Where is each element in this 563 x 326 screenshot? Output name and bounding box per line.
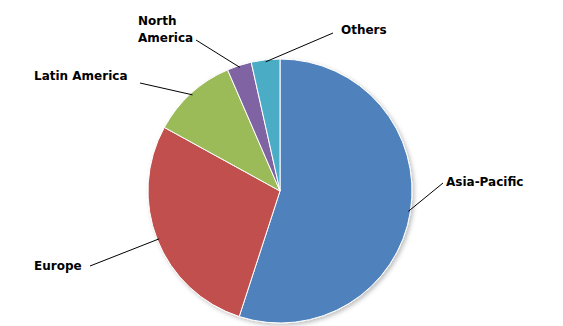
chart: Asia-Pacific Europe Latin America North Ame… — [0, 0, 563, 326]
leader-line — [196, 40, 240, 67]
slice-label: Latin America — [34, 69, 128, 83]
slice — [251, 59, 280, 191]
leader-line — [140, 83, 193, 95]
slice-label: North America — [138, 14, 193, 45]
labels: Asia-Pacific Europe Latin America North Ame… — [34, 14, 523, 273]
slice-label: Europe — [34, 259, 82, 273]
leader-line — [90, 239, 159, 266]
leader-line — [266, 33, 333, 62]
slice-label: Asia-Pacific — [446, 175, 523, 189]
pie — [148, 59, 412, 323]
leader-line — [408, 183, 443, 211]
slice-label: Others — [341, 23, 387, 37]
